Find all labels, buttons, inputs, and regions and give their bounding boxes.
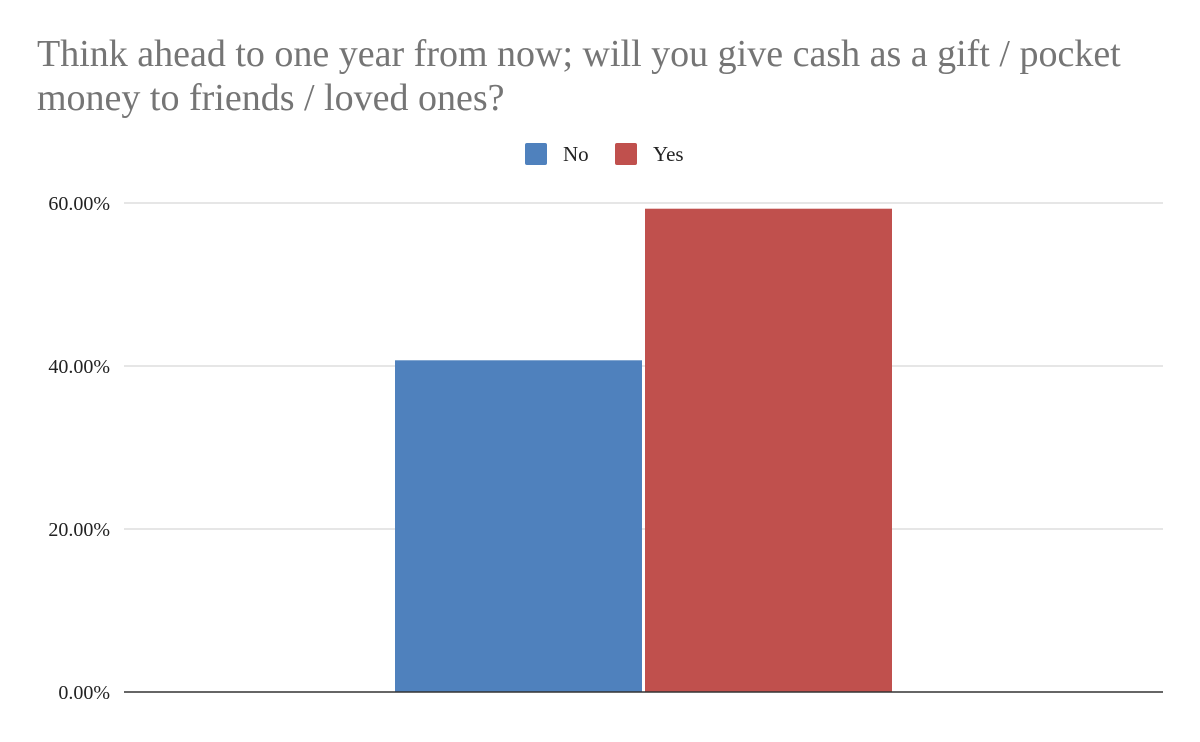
legend-label-yes: Yes xyxy=(653,142,684,166)
bar-yes xyxy=(645,208,892,692)
bars xyxy=(395,208,892,692)
legend-swatch-no xyxy=(525,143,547,165)
bar-no xyxy=(395,360,642,692)
legend: No Yes xyxy=(525,142,684,166)
legend-swatch-yes xyxy=(615,143,637,165)
y-tick-label: 0.00% xyxy=(58,682,110,704)
y-tick-label: 40.00% xyxy=(48,356,110,378)
legend-label-no: No xyxy=(563,142,589,166)
y-tick-label: 20.00% xyxy=(48,519,110,541)
y-tick-label: 60.00% xyxy=(48,193,110,215)
y-axis-tick-labels: 0.00% 20.00% 40.00% 60.00% xyxy=(48,193,110,704)
chart-title: Think ahead to one year from now; will y… xyxy=(37,33,1121,119)
gridlines xyxy=(124,202,1163,530)
